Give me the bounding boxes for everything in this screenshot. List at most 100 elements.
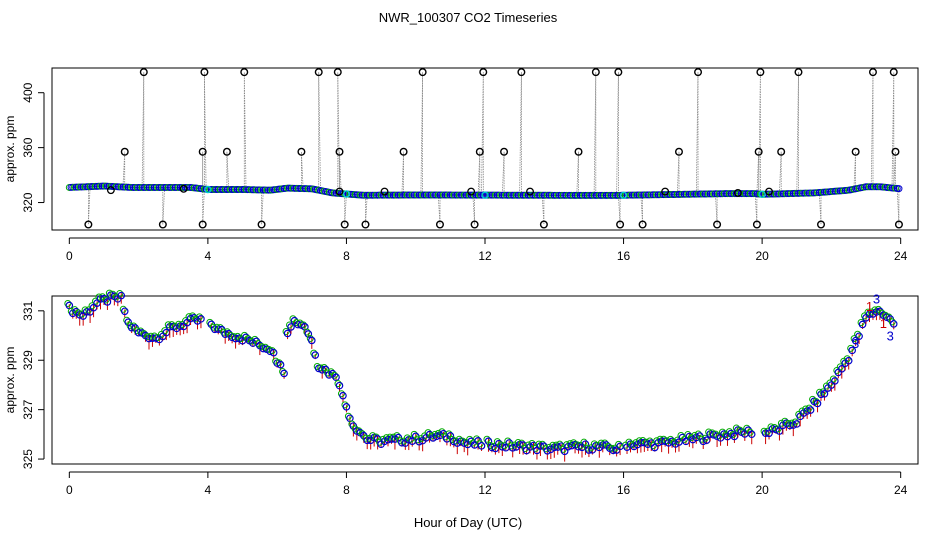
outlier-point bbox=[179, 184, 188, 193]
data-point bbox=[311, 351, 320, 359]
outlier-point bbox=[500, 147, 509, 156]
outlier-point bbox=[335, 187, 344, 196]
data-point bbox=[332, 373, 340, 382]
x-tick-label: 8 bbox=[343, 483, 350, 497]
data-point-alt bbox=[372, 433, 380, 441]
data-point-alt bbox=[348, 420, 356, 428]
series-line bbox=[69, 72, 900, 225]
outlier-label: 1 bbox=[866, 299, 873, 314]
data-point-alt bbox=[788, 419, 796, 427]
data-point-alt bbox=[389, 433, 397, 441]
data-point bbox=[747, 430, 756, 439]
data-point-alt bbox=[625, 438, 633, 446]
x-tick-label: 24 bbox=[894, 249, 908, 263]
data-point-alt bbox=[833, 366, 841, 374]
outlier-point bbox=[851, 147, 860, 156]
data-point-alt bbox=[452, 437, 460, 445]
data-point-alt bbox=[185, 313, 193, 321]
data-point-alt bbox=[220, 328, 228, 336]
y-tick-label: 331 bbox=[21, 300, 35, 320]
data-point-alt bbox=[119, 305, 127, 313]
data-point-alt bbox=[590, 440, 598, 448]
data-point-alt bbox=[597, 439, 605, 447]
outlier-point bbox=[361, 220, 370, 229]
data-point-alt bbox=[549, 441, 557, 449]
data-point-alt bbox=[867, 308, 875, 316]
data-point-alt bbox=[337, 390, 345, 398]
data-point bbox=[373, 435, 382, 443]
outlier-point bbox=[222, 147, 231, 156]
data-point-alt bbox=[64, 299, 72, 307]
outlier-point bbox=[526, 187, 534, 196]
outlier-point bbox=[475, 147, 484, 156]
data-point-alt bbox=[798, 407, 806, 415]
outlier-point bbox=[467, 187, 476, 196]
y-tick-label: 325 bbox=[21, 449, 35, 469]
x-tick-label: 4 bbox=[205, 249, 212, 263]
data-point-alt bbox=[473, 435, 481, 443]
data-point-alt bbox=[542, 445, 550, 453]
data-point-alt bbox=[466, 435, 474, 443]
data-point-alt bbox=[642, 438, 650, 446]
data-point-alt bbox=[743, 424, 751, 432]
data-point bbox=[304, 330, 313, 338]
data-point-alt bbox=[518, 439, 526, 447]
data-point-alt bbox=[289, 315, 297, 323]
data-point-alt bbox=[691, 431, 699, 439]
y-tick-label: 320 bbox=[21, 192, 35, 212]
outlier-point bbox=[314, 68, 323, 77]
outlier-point bbox=[733, 188, 742, 197]
data-point-alt bbox=[223, 328, 231, 336]
data-point bbox=[124, 318, 133, 326]
outlier-point bbox=[694, 68, 703, 77]
x-tick-label: 16 bbox=[617, 249, 631, 263]
data-point-alt bbox=[628, 440, 636, 448]
data-point bbox=[519, 441, 527, 449]
outlier-point bbox=[868, 68, 877, 77]
data-point-alt bbox=[282, 327, 290, 335]
data-point-alt bbox=[864, 308, 872, 316]
outlier-point bbox=[120, 147, 129, 156]
data-point-alt bbox=[552, 441, 560, 449]
data-point bbox=[335, 381, 344, 390]
data-point-alt bbox=[874, 305, 882, 313]
data-point-alt bbox=[150, 332, 158, 340]
data-point-alt bbox=[732, 424, 740, 432]
outlier-point bbox=[198, 147, 207, 156]
y-tick-label: 327 bbox=[21, 399, 35, 419]
data-point-alt bbox=[715, 432, 723, 440]
data-point-alt bbox=[635, 437, 643, 445]
data-point-alt bbox=[428, 432, 436, 440]
data-point bbox=[858, 320, 867, 329]
outlier-point bbox=[894, 220, 903, 229]
data-point bbox=[269, 348, 278, 357]
outlier-point bbox=[756, 68, 765, 77]
data-point-alt bbox=[230, 333, 238, 341]
chart-title: NWR_100307 CO2 Timeseries bbox=[379, 10, 558, 25]
outlier-point bbox=[158, 220, 167, 229]
data-point-alt bbox=[791, 418, 799, 426]
data-point-alt bbox=[275, 359, 283, 367]
outlier-point bbox=[200, 68, 209, 77]
data-point-alt bbox=[102, 296, 110, 304]
data-point-alt bbox=[556, 440, 564, 448]
data-point-alt bbox=[123, 316, 131, 324]
data-point-alt bbox=[504, 437, 512, 445]
data-point-alt bbox=[819, 388, 827, 396]
outlier-point bbox=[435, 220, 444, 229]
data-point-alt bbox=[130, 322, 138, 330]
data-point-alt bbox=[729, 430, 737, 438]
data-point-alt bbox=[802, 405, 810, 413]
data-point-alt bbox=[358, 430, 366, 438]
data-point bbox=[844, 356, 853, 365]
outlier-point bbox=[335, 147, 344, 156]
outlier-point bbox=[418, 68, 427, 77]
data-point-alt bbox=[580, 438, 588, 446]
data-point-alt bbox=[694, 430, 702, 438]
data-point-alt bbox=[306, 334, 314, 342]
outlier-point bbox=[794, 68, 803, 77]
data-point bbox=[855, 332, 863, 341]
outlier-point bbox=[297, 147, 306, 156]
data-point bbox=[117, 291, 126, 300]
